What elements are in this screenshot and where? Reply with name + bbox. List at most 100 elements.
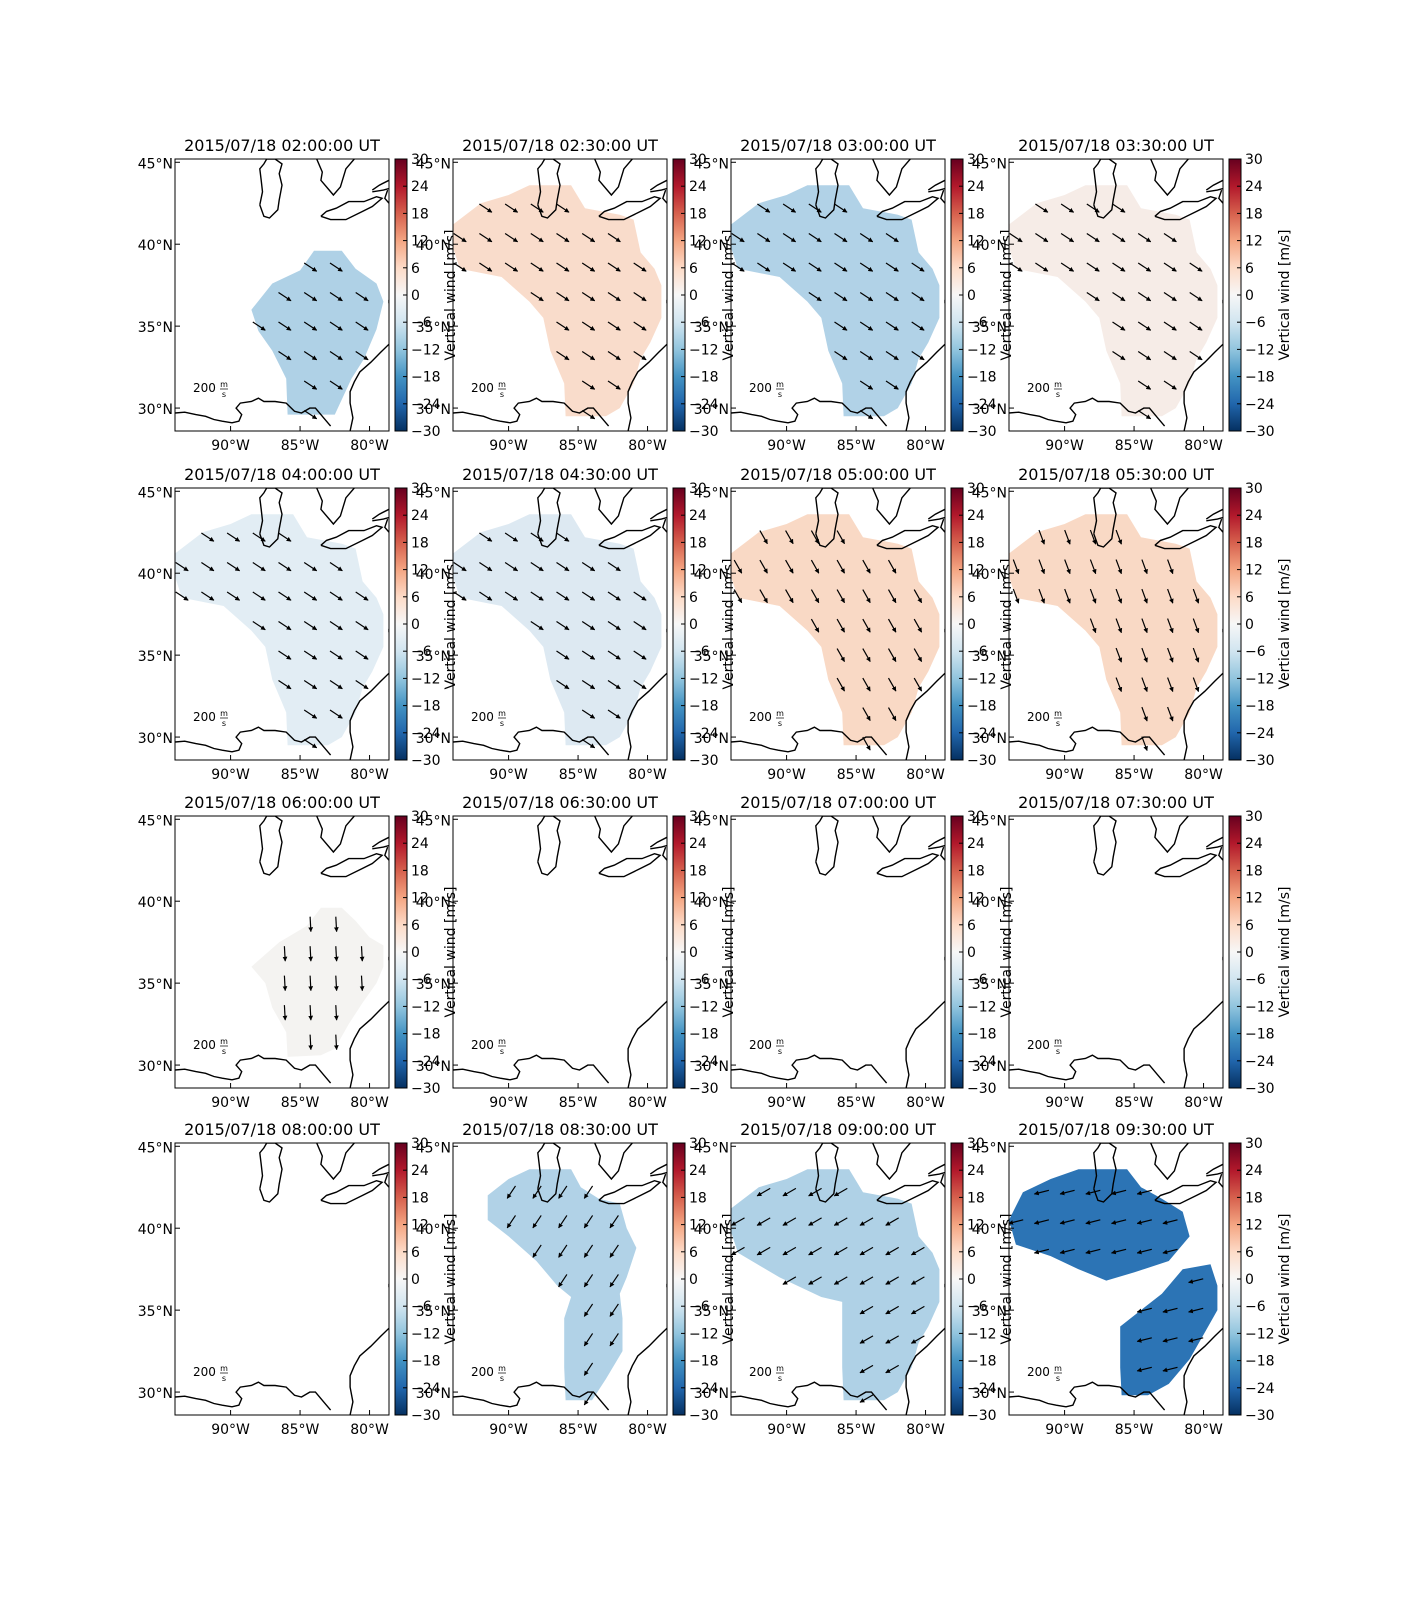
colorbar-tick-label: 30 xyxy=(1245,809,1263,825)
lat-tick-label: 45°N xyxy=(138,156,173,172)
coastline xyxy=(372,1171,389,1177)
colorbar-label: Vertical wind [m/s] xyxy=(999,559,1015,690)
map-content xyxy=(1009,816,1223,1088)
wind-arrow xyxy=(810,530,820,545)
colorbar-tick-label: −24 xyxy=(1245,397,1275,413)
wind-arrow xyxy=(913,677,923,692)
colorbar-label: Vertical wind [m/s] xyxy=(999,230,1015,361)
coastline xyxy=(1154,1179,1218,1205)
wind-arrow xyxy=(1059,1248,1075,1255)
colorbar-tick-label: −12 xyxy=(411,999,441,1015)
lon-tick-label: 85°W xyxy=(837,438,876,454)
coastline xyxy=(1218,189,1223,204)
wind-arrow xyxy=(329,562,343,572)
scale-unit-den: s xyxy=(222,719,226,728)
lon-tick-label: 85°W xyxy=(837,1095,876,1111)
wind-arrow xyxy=(252,532,266,542)
wind-arrow xyxy=(1112,233,1126,243)
wind-arrow xyxy=(633,591,647,601)
coastline xyxy=(259,816,283,876)
coastline xyxy=(662,846,667,861)
map-content xyxy=(453,159,667,431)
lat-tick-label: 40°N xyxy=(694,567,729,583)
wind-arrow xyxy=(1086,262,1100,272)
scale-unit-den: s xyxy=(1056,1047,1060,1056)
lon-tick-label: 80°W xyxy=(1184,1095,1223,1111)
wind-arrow xyxy=(282,946,288,962)
colorbar-tick-label: 30 xyxy=(967,809,985,825)
wind-arrow xyxy=(756,1187,771,1197)
colorbar-tick-label: −24 xyxy=(411,1054,441,1070)
wind-arrow xyxy=(1163,233,1177,243)
lon-tick-label: 80°W xyxy=(906,1422,945,1438)
wind-arrow xyxy=(303,709,318,719)
wind-arrow xyxy=(1137,351,1152,361)
colorbar-label: Vertical wind [m/s] xyxy=(721,1214,737,1345)
colorbar-tick-label: −30 xyxy=(689,424,719,440)
wind-arrow xyxy=(808,1246,822,1256)
wind-arrow xyxy=(1188,1278,1204,1284)
wind-arrow xyxy=(859,233,874,243)
wind-arrow xyxy=(532,1215,542,1229)
colorbar-tick-label: 24 xyxy=(689,179,707,195)
colorbar-tick-label: −6 xyxy=(1245,1299,1266,1315)
wind-arrow xyxy=(530,203,544,213)
colorbar-tick-label: 0 xyxy=(689,945,698,961)
colorbar: 30 24 18 12 6 0 −6 −12 −18 −24 −30 Vertical wind [m… xyxy=(394,481,459,769)
colorbar-tick-label: 6 xyxy=(1245,590,1254,606)
wind-arrow xyxy=(583,1185,594,1199)
wind-arrow xyxy=(556,591,570,601)
lat-tick-label: 30°N xyxy=(416,1059,451,1075)
wind-arrow xyxy=(1141,677,1148,693)
colorbar-tick-label: −6 xyxy=(411,644,432,660)
wind-arrow xyxy=(303,321,318,331)
scale-label: 200 ms xyxy=(749,1037,784,1056)
coastline xyxy=(928,516,945,522)
wind-arrow xyxy=(556,203,570,213)
wind-arrow xyxy=(1112,321,1126,331)
wind-arrow xyxy=(1189,262,1203,272)
colorbar-tick-label: 0 xyxy=(411,288,420,304)
wind-arrow xyxy=(885,262,899,272)
wind-arrow xyxy=(911,292,925,302)
scale-unit-num: m xyxy=(1054,709,1062,718)
wind-arrow xyxy=(885,1217,899,1226)
colorbar-tick-label: −6 xyxy=(1245,315,1266,331)
wind-arrow xyxy=(633,351,647,361)
wind-arrow xyxy=(581,621,596,631)
wind-arrow xyxy=(1167,618,1174,634)
wind-arrow xyxy=(834,321,848,331)
colorbar-tick-label: −18 xyxy=(411,1354,441,1370)
lat-tick-label: 45°N xyxy=(138,813,173,829)
wind-arrow xyxy=(479,532,493,542)
wind-arrow xyxy=(859,1246,874,1256)
coastline xyxy=(1150,159,1189,197)
wind-arrow xyxy=(581,680,596,690)
lat-tick-label: 40°N xyxy=(416,1222,451,1238)
wind-arrow xyxy=(1141,618,1148,634)
coastline xyxy=(649,508,667,520)
colorbar: 30 24 18 12 6 0 −6 −12 −18 −24 −30 Vertical wind [m… xyxy=(950,1136,1015,1424)
wind-arrow xyxy=(609,1244,619,1258)
wind-arrow xyxy=(308,1005,314,1021)
coastline xyxy=(598,852,662,878)
lon-tick-label: 85°W xyxy=(1115,1422,1154,1438)
colorbar-tick-label: 24 xyxy=(411,508,429,524)
colorbar-tick-label: −30 xyxy=(967,1408,997,1424)
lat-tick-label: 30°N xyxy=(972,1059,1007,1075)
lon-tick-label: 85°W xyxy=(1115,767,1154,783)
scale-value: 200 xyxy=(193,1038,216,1052)
colorbar-tick-label: 12 xyxy=(967,234,985,250)
colorbar-tick-label: 0 xyxy=(967,617,976,633)
colorbar-tick-label: 12 xyxy=(411,1218,429,1234)
colorbar-tick-label: −30 xyxy=(967,424,997,440)
wind-arrow xyxy=(303,680,318,690)
colorbar-tick-label: −12 xyxy=(1245,1326,1275,1342)
wind-arrow xyxy=(355,351,369,361)
wind-arrow xyxy=(556,532,570,542)
coastline xyxy=(1183,1327,1223,1415)
lat-tick-label: 35°N xyxy=(416,649,451,665)
coastline xyxy=(815,159,839,219)
wind-arrow xyxy=(731,1217,745,1226)
